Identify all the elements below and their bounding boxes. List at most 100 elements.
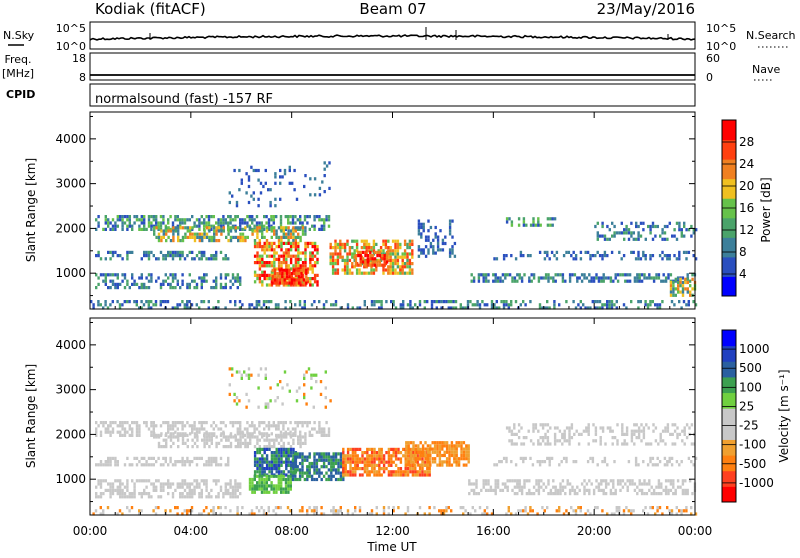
velocity-cell: [412, 444, 415, 448]
velocity-cell: [260, 481, 264, 485]
velocity-cell: [664, 479, 668, 483]
velocity-cell: [212, 421, 215, 425]
power-cell: [294, 248, 298, 252]
velocity-cell: [183, 482, 187, 486]
velocity-cell: [121, 512, 124, 516]
power-cell: [346, 252, 349, 256]
power-cell: [367, 246, 371, 250]
velocity-cell: [565, 460, 568, 464]
velocity-cell: [549, 442, 552, 446]
velocity-cell: [159, 424, 163, 428]
velocity-cell: [143, 488, 146, 492]
power-cell: [203, 276, 206, 280]
power-cell: [289, 306, 292, 310]
velocity-cell: [267, 424, 271, 428]
velocity-cell: [287, 460, 290, 464]
velocity-cell: [332, 458, 335, 462]
velocity-cell: [181, 479, 184, 483]
power-cell: [606, 224, 609, 229]
power-cell: [683, 234, 686, 238]
velocity-cell: [174, 421, 177, 425]
velocity-cell: [104, 488, 107, 492]
velocity-cell: [558, 506, 561, 510]
velocity-cell: [253, 451, 257, 455]
velocity-cell: [295, 389, 299, 393]
velocity-cell: [256, 463, 259, 467]
velocity-cell: [601, 426, 605, 430]
velocity-cell: [258, 432, 261, 436]
velocity-cell: [268, 474, 271, 478]
power-cell: [599, 234, 602, 238]
velocity-cell: [672, 485, 675, 489]
power-cell: [391, 252, 395, 256]
velocity-cell: [183, 488, 187, 492]
power-cell: [289, 241, 293, 245]
power-cell: [104, 300, 107, 304]
velocity-cell: [191, 482, 194, 486]
velocity-cell: [207, 495, 211, 499]
power-cell: [574, 257, 578, 261]
velocity-cell: [666, 423, 670, 427]
velocity-cell: [203, 479, 206, 483]
power-cell: [411, 242, 414, 246]
velocity-cell: [433, 441, 437, 445]
velocity-cell: [574, 460, 578, 464]
velocity-cell: [351, 470, 355, 474]
velocity-cell: [236, 488, 239, 492]
power-cell: [311, 277, 314, 281]
power-cell: [375, 242, 378, 246]
velocity-cell: [436, 450, 439, 454]
power-cell: [591, 300, 594, 304]
power-cell: [516, 273, 519, 277]
velocity-cell: [652, 492, 656, 496]
velocity-cell: [627, 509, 630, 513]
velocity-cell: [354, 454, 357, 458]
power-cell: [300, 278, 303, 282]
power-cell: [234, 303, 237, 307]
velocity-cell: [272, 487, 276, 491]
velocity-cell: [121, 427, 124, 431]
velocity-cell: [275, 447, 278, 451]
velocity-cell: [370, 451, 374, 455]
velocity-cell: [257, 373, 260, 377]
power-cell: [233, 168, 236, 173]
velocity-cell: [265, 474, 268, 478]
velocity-cell: [433, 506, 436, 510]
velocity-cell: [470, 482, 473, 486]
power-cell: [529, 223, 533, 227]
velocity-cell: [586, 509, 590, 513]
power-cell: [370, 271, 373, 275]
power-cell: [622, 303, 626, 307]
velocity-cell: [224, 424, 227, 428]
velocity-cell: [354, 506, 357, 510]
velocity-cell: [157, 445, 161, 449]
power-cell: [632, 237, 635, 241]
power-cell: [265, 241, 269, 245]
velocity-cell: [516, 492, 519, 496]
velocity-cell: [664, 429, 667, 433]
power-cell: [229, 286, 232, 290]
velocity-cell: [523, 485, 526, 489]
velocity-cell: [126, 495, 129, 499]
velocity-cell: [277, 484, 280, 488]
velocity-cell: [584, 512, 587, 516]
power-cell: [341, 268, 344, 272]
velocity-cell: [568, 436, 571, 440]
velocity-cell: [229, 421, 232, 425]
velocity-cell: [541, 460, 544, 464]
power-cell: [648, 273, 651, 277]
velocity-cell: [200, 427, 203, 431]
power-cell: [494, 279, 497, 283]
power-cell: [651, 237, 655, 241]
velocity-cell: [157, 435, 161, 439]
power-cell: [247, 200, 251, 205]
velocity-cell: [176, 506, 179, 510]
power-cell: [181, 254, 184, 258]
velocity-cell: [663, 456, 667, 460]
velocity-cell: [251, 490, 254, 494]
velocity-cell: [253, 445, 257, 449]
velocity-cell: [102, 479, 105, 483]
velocity-cell: [138, 460, 141, 464]
power-cell: [304, 226, 307, 230]
velocity-cell: [624, 482, 627, 486]
